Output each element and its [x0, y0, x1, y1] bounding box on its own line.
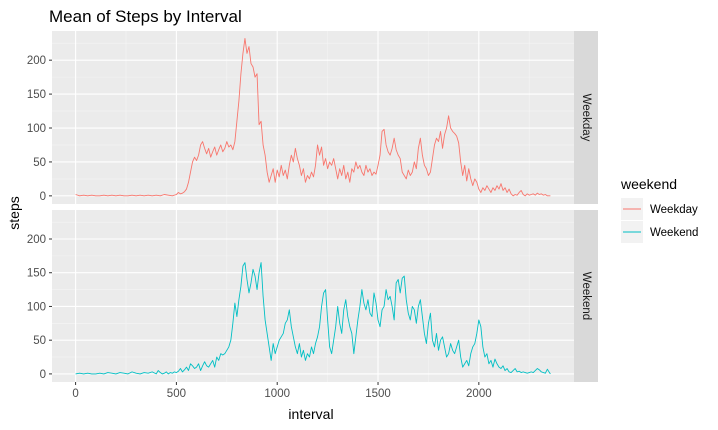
x-tick-label: 500: [167, 388, 186, 400]
series-line-weekday: [75, 38, 551, 197]
x-tick-label: 1500: [365, 388, 391, 400]
legend-title: weekend: [620, 176, 677, 192]
y-tick-label: 150: [27, 268, 46, 280]
series-line-weekend: [75, 262, 551, 375]
panel-weekday: 0 50 100 150 200 Weekday: [27, 31, 598, 204]
panel-weekend: 0 50 100 150 200 Weekend 0 500 1000 1500 2000: [27, 210, 598, 400]
y-tick-label: 50: [33, 335, 46, 347]
facet-panels: 0 50 100 150 200 Weekday 0 50 100 150 200 Weekend 0 5…: [27, 31, 598, 400]
facet-strip: [574, 31, 598, 204]
facet-strip-label: Weekday: [580, 94, 592, 142]
y-tick-label: 100: [27, 301, 46, 313]
y-tick-label: 150: [27, 89, 46, 101]
y-tick-label: 0: [40, 191, 46, 203]
x-tick-label: 1000: [264, 388, 290, 400]
x-tick-label: 2000: [466, 388, 492, 400]
y-tick-label: 200: [27, 234, 46, 246]
legend-label: Weekday: [650, 204, 698, 216]
y-tick-label: 200: [27, 55, 46, 67]
y-axis-title: steps: [6, 196, 22, 229]
y-tick-label: 50: [33, 157, 46, 169]
panel-background: [52, 31, 574, 204]
chart-title: Mean of Steps by Interval: [49, 7, 242, 26]
legend-label: Weekend: [650, 227, 698, 239]
y-tick-label: 100: [27, 123, 46, 135]
facet-strip: [574, 210, 598, 382]
facet-strip-label: Weekend: [580, 272, 592, 320]
legend: weekend Weekday Weekend: [620, 176, 698, 243]
y-tick-label: 0: [40, 369, 46, 381]
x-axis-title: interval: [288, 406, 333, 422]
legend-entry-weekday: Weekday: [621, 198, 698, 220]
panel-background: [52, 210, 574, 382]
legend-entry-weekend: Weekend: [621, 221, 698, 243]
x-tick-label: 0: [72, 388, 78, 400]
